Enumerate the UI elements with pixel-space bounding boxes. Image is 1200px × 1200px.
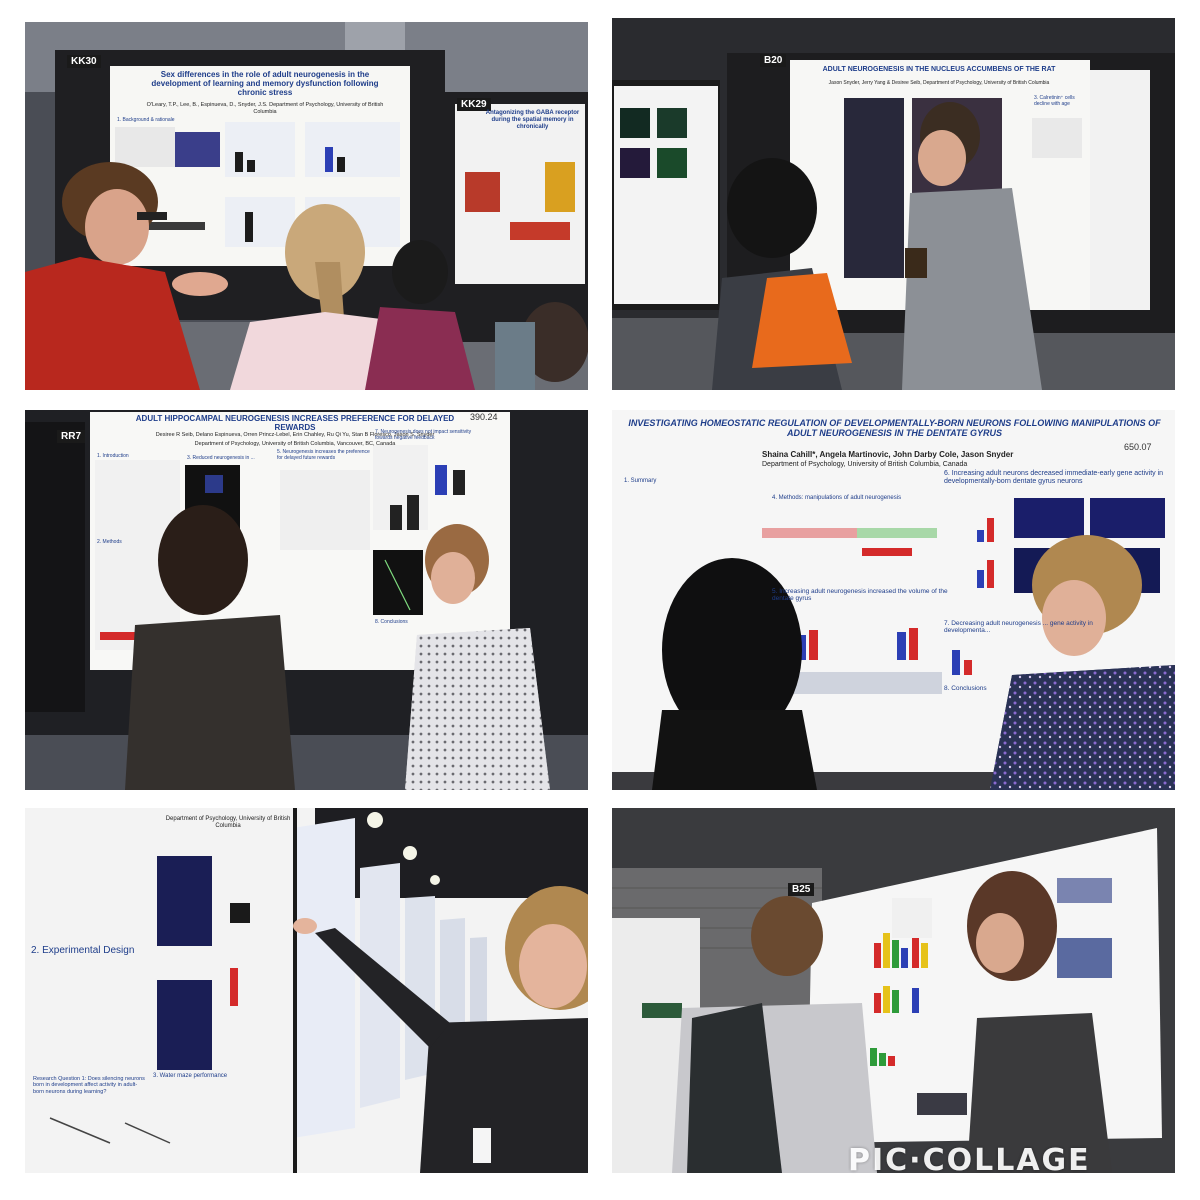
poster-section: 1. Background & rationale	[117, 117, 175, 123]
poster-section: 8. Conclusions	[944, 685, 987, 692]
photo-scene-4	[612, 410, 1175, 790]
collage-watermark: PIC·COLLAGE	[848, 1143, 1091, 1178]
board-label: KK30	[67, 55, 101, 68]
poster-section: 7. Neurogenesis does not impact sensitiv…	[375, 429, 472, 441]
poster-affiliation: Department of Psychology, University of …	[165, 816, 291, 830]
photo-scene-2	[612, 18, 1175, 390]
poster-number: 390.24	[470, 412, 498, 422]
poster-section: 1. Introduction	[97, 453, 129, 459]
poster-section: 2. Experimental Design	[31, 945, 135, 956]
photo-tile-5: Department of Psychology, University of …	[25, 808, 588, 1173]
photo-tile-6: B25	[612, 808, 1175, 1173]
poster-number: 650.07	[1124, 442, 1152, 452]
poster-title: Antagonizing the GABA receptor during th…	[485, 110, 580, 130]
poster-section: 7. Decreasing adult neurogenesis ... gen…	[944, 620, 1093, 635]
poster-section: 2. Methods	[97, 539, 122, 545]
board-label: B20	[760, 54, 787, 67]
poster-authors: Jason Snyder, Jerry Yang & Desiree Seib,…	[828, 80, 1050, 86]
poster-title: ADULT NEUROGENESIS IN THE NUCLEUS ACCUMB…	[822, 66, 1056, 73]
board-label: B25	[788, 883, 815, 896]
photo-tile-1: KK30 Sex differences in the role of adul…	[25, 22, 588, 390]
board-label: KK29	[457, 98, 491, 111]
poster-section: 3. Reduced neurogenesis in ...	[187, 455, 255, 461]
photo-tile-4: 650.07 INVESTIGATING HOMEOSTATIC REGULAT…	[612, 410, 1175, 790]
photo-tile-2: B20 ADULT NEUROGENESIS IN THE NUCLEUS AC…	[612, 18, 1175, 390]
poster-title: Sex differences in the role of adult neu…	[151, 70, 379, 98]
photo-tile-3: RR7 390.24 ADULT HIPPOCAMPAL NEUROGENESI…	[25, 410, 588, 790]
photo-scene-1	[25, 22, 588, 390]
board-label: RR7	[57, 430, 86, 443]
poster-authors: O'Leary, T.P., Lee, B., Espinueva, D., S…	[146, 102, 384, 115]
poster-section: 3. Calretinin⁺ cells decline with age	[1034, 95, 1075, 107]
photo-scene-3	[25, 410, 588, 790]
poster-section: 5. Increasing adult neurogenesis increas…	[772, 588, 948, 603]
poster-section: 4. Methods: manipulations of adult neuro…	[772, 495, 902, 501]
poster-section: 5. Neurogenesis increases the preference…	[277, 449, 370, 461]
poster-affiliation: Department of Psychology, University of …	[194, 441, 396, 447]
poster-authors: Desiree R Seib, Delano Espinueva, Orren …	[155, 432, 435, 438]
photo-scene-6	[612, 808, 1175, 1173]
poster-affiliation: Department of Psychology, University of …	[762, 461, 968, 468]
poster-section: 3. Water maze performance	[153, 1073, 228, 1079]
poster-title: INVESTIGATING HOMEOSTATIC REGULATION OF …	[628, 418, 1161, 439]
poster-section: 8. Conclusions	[375, 619, 408, 625]
photo-scene-5	[25, 808, 588, 1173]
poster-section: 1. Summary	[624, 478, 657, 484]
poster-section: 6. Increasing adult neurons decreased im…	[944, 470, 1164, 486]
poster-authors: Shaina Cahill*, Angela Martinovic, John …	[762, 450, 1014, 459]
poster-section: Research Question 1: Does silencing neur…	[33, 1076, 145, 1095]
poster-title: ADULT HIPPOCAMPAL NEUROGENESIS INCREASES…	[135, 414, 455, 433]
